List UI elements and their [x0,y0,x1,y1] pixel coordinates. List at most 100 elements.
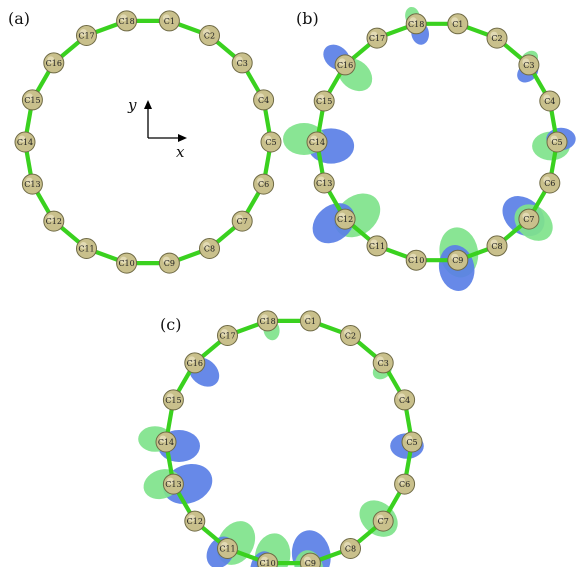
panel-c: C1 C2 C3 C4 C5 C6 C7 C8 C9 C10 C11 C12 C13 C14 C15 C16 C… [138,310,424,567]
atom-label: C2 [345,332,356,341]
atom-label: C6 [544,179,555,188]
atom-highlight [188,356,196,364]
atom-c13: C13 [162,473,184,495]
atom-label: C3 [378,359,389,368]
atom-label: C13 [24,180,40,189]
atom-c4: C4 [394,389,416,411]
atom-c6: C6 [539,172,561,194]
atom-label: C8 [491,242,502,251]
atom-c4: C4 [253,89,275,111]
atom-c9: C9 [447,249,469,271]
atom-c7: C7 [372,510,394,532]
atom-highlight [543,176,551,184]
atom-highlight [221,542,228,549]
atom-c8: C8 [340,538,361,559]
atom-highlight [261,556,269,564]
atom-c2: C2 [199,25,220,46]
atom-highlight [370,239,378,247]
atom-c9: C9 [158,252,180,274]
atoms: C1 C2 C3 C4 C5 C6 C7 C8 C9 C10 C11 C12 C13 C14 C15 C16 C… [155,310,423,567]
atom-highlight [166,477,174,485]
atom-c5: C5 [260,131,282,153]
atom-highlight [47,56,55,64]
atom-label: C5 [265,138,276,147]
y-arrowhead-icon [144,100,152,109]
atom-highlight [25,177,33,185]
atom-highlight [18,135,26,143]
atom-label: C17 [369,34,385,43]
atom-highlight [80,242,87,249]
atom-highlight [25,93,33,101]
atom-highlight [257,177,265,185]
atom-label: C9 [305,559,316,567]
atom-label: C12 [337,215,353,224]
atom-highlight [344,542,351,549]
atom-highlight [338,58,346,66]
atom-highlight [317,94,325,102]
atom-label: C18 [259,317,275,326]
atom-c15: C15 [21,89,43,111]
panel-b: C1 C2 C3 C4 C5 C6 C7 C8 C9 C10 C11 C12 C13 C14 C15 C16 C… [283,6,576,291]
atom-c7: C7 [231,210,253,232]
atom-c18: C18 [257,310,279,332]
atom-label: C4 [544,97,555,106]
atom-c13: C13 [313,172,335,194]
atom-highlight [257,93,265,101]
atom-label: C1 [452,20,463,29]
atom-c16: C16 [334,54,356,76]
atom-highlight [120,14,128,22]
axis-indicator: y x [127,96,187,161]
atom-c12: C12 [334,208,356,230]
orbital-lobes [283,6,576,291]
atom-c11: C11 [76,238,97,259]
atom-highlight [303,556,311,564]
atom-highlight [451,253,459,261]
atom-c17: C17 [366,27,388,49]
atom-c15: C15 [313,90,335,112]
atom-c12: C12 [184,510,206,532]
x-axis-label: x [176,143,185,161]
atom-label: C15 [24,96,40,105]
atom-highlight [405,435,413,443]
atom-c7: C7 [518,208,540,230]
atom-label: C14 [309,138,325,147]
atom-highlight [376,514,384,522]
atom-c12: C12 [43,210,65,232]
atom-highlight [338,212,346,220]
atom-label: C15 [165,396,181,405]
atom-label: C16 [187,359,203,368]
atom-label: C8 [345,545,356,554]
atom-highlight [490,31,498,39]
atom-highlight [522,212,530,220]
atom-highlight [550,135,558,143]
atom-c8: C8 [486,235,508,257]
atom-c15: C15 [162,389,184,411]
atom-highlight [310,135,318,143]
atom-highlight [162,14,170,22]
atom-c16: C16 [43,52,65,74]
atom-highlight [120,256,128,264]
atom-label: C16 [46,59,62,68]
atom-label: C16 [337,61,353,70]
atom-c3: C3 [518,54,540,76]
atom-c16: C16 [184,352,206,374]
y-axis-label: y [127,96,137,114]
atom-c4: C4 [539,90,561,112]
atom-label: C10 [408,256,424,265]
atoms: C1 C2 C3 C4 C5 C6 C7 C8 C9 C10 C11 C12 C13 C14 C15 C16 C… [306,13,568,271]
atom-label: C5 [406,438,417,447]
atom-highlight [80,29,87,36]
atom-label: C1 [164,17,175,26]
atom-label: C3 [523,61,534,70]
atom-c3: C3 [231,52,253,74]
atom-label: C17 [219,332,235,341]
atom-label: C12 [187,517,203,526]
panel-a-label: (a) [8,9,30,28]
atom-c17: C17 [76,25,97,46]
atom-c1: C1 [447,13,469,35]
atom-highlight [221,329,228,336]
atom-highlight [409,253,417,261]
atom-c18: C18 [116,10,138,32]
panel-c-label: (c) [160,315,181,334]
